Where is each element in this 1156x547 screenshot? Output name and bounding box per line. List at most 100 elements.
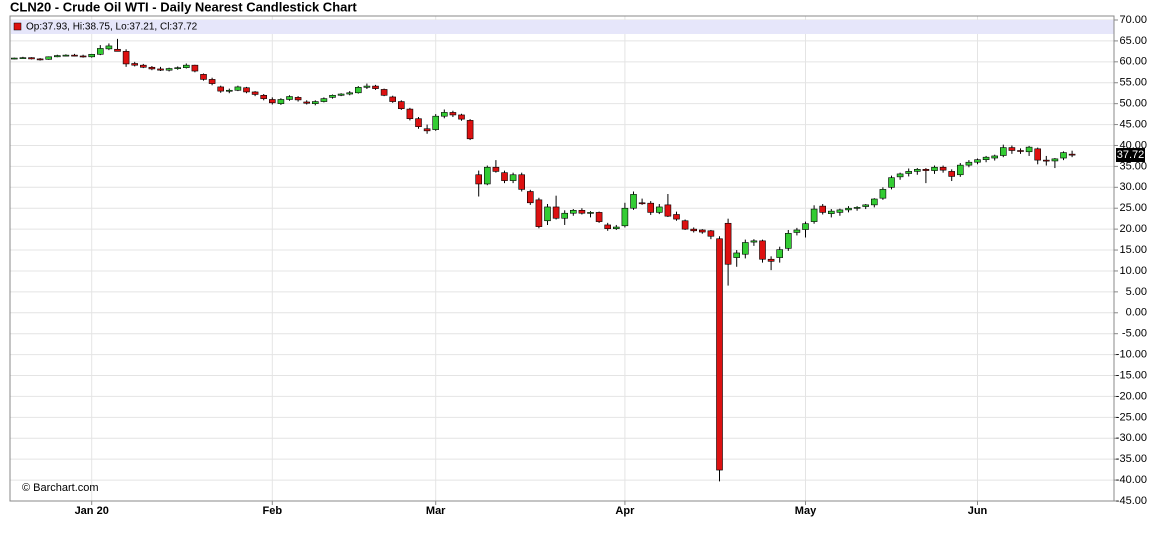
candle-body (956, 164, 964, 176)
candle-body (440, 112, 448, 117)
y-tick-label: 25.00 (1119, 202, 1147, 214)
candle-body (131, 63, 138, 66)
candle-body (853, 207, 861, 209)
y-tick-label: 50.00 (1119, 98, 1147, 110)
y-tick-label: -20.00 (1116, 390, 1147, 402)
y-tick-label: 65.00 (1119, 35, 1147, 47)
candle-body (638, 202, 646, 205)
candle-body (518, 174, 526, 190)
candle-body (767, 258, 775, 262)
candle-body (11, 57, 18, 60)
candle-body (415, 118, 422, 127)
candle-body (759, 240, 766, 260)
y-tick-label: -40.00 (1116, 474, 1147, 486)
x-tick-label: Mar (426, 505, 446, 517)
candle-body (372, 85, 379, 89)
candle-body (200, 74, 207, 80)
candle-body (733, 252, 741, 258)
candle-body (612, 226, 620, 230)
candle-body (389, 96, 397, 102)
candle-body (965, 161, 973, 166)
y-tick-label: 55.00 (1119, 77, 1147, 89)
candle-body (1034, 148, 1041, 161)
candle-body (819, 205, 827, 213)
y-tick-label: -30.00 (1116, 432, 1147, 444)
last-price-tag (1116, 148, 1145, 163)
candle-body (1025, 146, 1033, 153)
candle-body (870, 198, 878, 206)
candle-body (991, 155, 999, 159)
candle-body (483, 166, 491, 185)
y-tick-label: 20.00 (1119, 223, 1147, 235)
y-tick-label: 10.00 (1119, 265, 1147, 277)
legend-text: Op:37.93, Hi:38.75, Lo:37.21, Cl:37.72 (26, 22, 198, 33)
candle-body (535, 199, 543, 227)
candle-body (157, 68, 164, 71)
candle-body (587, 212, 594, 214)
candle-body (1043, 159, 1050, 162)
candle-body (191, 64, 199, 72)
candle-body (363, 85, 371, 88)
candle-body (19, 57, 27, 59)
candle-body (862, 204, 870, 207)
candle-body (544, 206, 551, 222)
candle-body (148, 66, 156, 70)
candle-body (397, 101, 405, 109)
candle-body (329, 94, 336, 98)
candle-body (604, 224, 612, 230)
candle-body (845, 207, 852, 211)
candle-body (475, 174, 483, 185)
candle-body (802, 223, 809, 230)
candle-body (905, 171, 913, 174)
chart-title: CLN20 - Crude Oil WTI - Daily Nearest Ca… (10, 0, 357, 14)
candle-body (226, 89, 233, 92)
candle-body (776, 249, 784, 258)
axis-labels: 70.0065.0060.0055.0050.0045.0040.0035.00… (75, 14, 1147, 517)
y-tick-label: 0.00 (1126, 307, 1147, 319)
candle-body (466, 120, 474, 140)
y-tick-label: 30.00 (1119, 181, 1147, 193)
candle-body (303, 101, 311, 104)
candle-body (741, 242, 749, 255)
candle-body (97, 48, 104, 55)
candle-body (888, 177, 895, 188)
candle-body (174, 67, 181, 69)
candle-body (354, 87, 362, 94)
candle-body (28, 57, 35, 60)
candle-body (999, 147, 1007, 156)
candle-body (380, 89, 388, 96)
y-tick-label: 45.00 (1119, 118, 1147, 130)
candle-body (1008, 147, 1016, 151)
candle-body (526, 191, 534, 204)
candle-body (45, 56, 53, 60)
candle-body (260, 94, 268, 99)
candle-body (724, 222, 732, 265)
candle-body (836, 209, 844, 213)
y-tick-label: -35.00 (1116, 453, 1147, 465)
candle-body (268, 99, 276, 104)
candle-body (810, 208, 818, 222)
legend-band (11, 20, 1114, 34)
y-tick-label: -10.00 (1116, 349, 1147, 361)
x-tick-label: Jun (968, 505, 988, 517)
candle-body (750, 240, 758, 243)
candle-body (165, 68, 173, 71)
candle-body (1068, 153, 1076, 156)
candle-body (53, 55, 61, 58)
candle-body (71, 54, 78, 57)
y-tick-label: -45.00 (1116, 495, 1147, 507)
candle-body (879, 189, 887, 199)
candle-body (122, 51, 130, 65)
candle-body (294, 97, 302, 101)
y-tick-label: -25.00 (1116, 411, 1147, 423)
candle-body (707, 230, 715, 237)
candle-body (698, 229, 706, 233)
candle-body (36, 58, 44, 61)
candle-body (948, 171, 956, 177)
y-tick-label: 15.00 (1119, 244, 1147, 256)
candle-body (1060, 152, 1067, 159)
candle-body (621, 207, 629, 227)
legend-marker (13, 22, 22, 31)
candle-body (406, 108, 414, 120)
